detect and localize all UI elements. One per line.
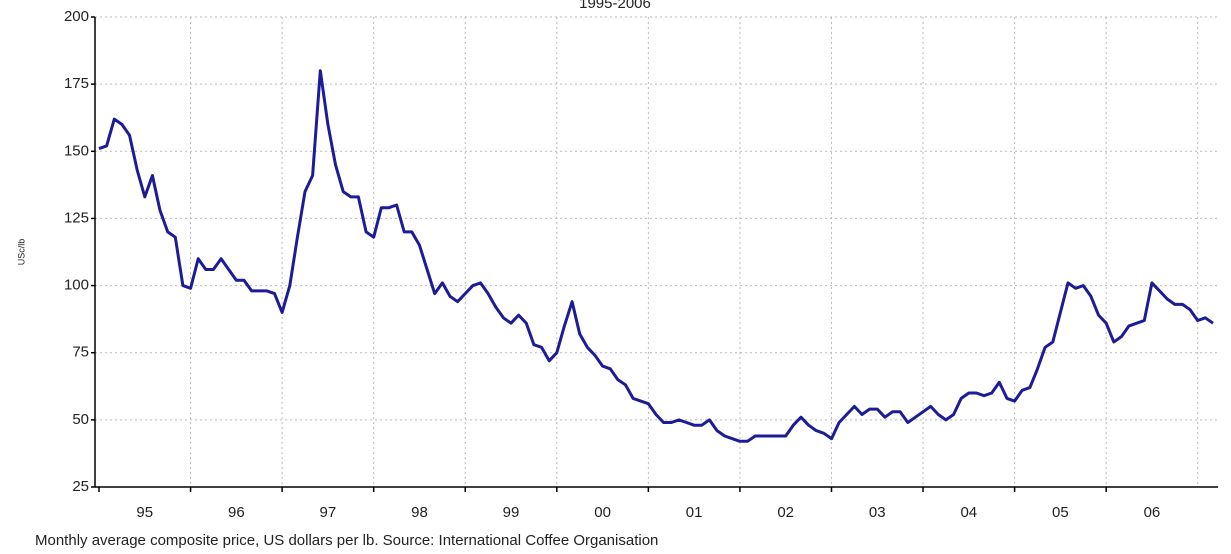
y-tick-label: 75 [72, 344, 89, 361]
x-tick-label: 95 [136, 504, 153, 521]
y-tick-label: 175 [64, 75, 89, 92]
x-tick-label: 99 [503, 504, 520, 521]
y-tick-label: 150 [64, 142, 89, 159]
x-tick-label: 02 [777, 504, 794, 521]
x-tick-label: 00 [594, 504, 611, 521]
x-tick-label: 96 [228, 504, 245, 521]
x-tick-label: 98 [411, 504, 428, 521]
y-tick-label: 125 [64, 209, 89, 226]
y-tick-label: 50 [72, 411, 89, 428]
y-tick-label: 200 [64, 8, 89, 25]
y-tick-label: 100 [64, 277, 89, 294]
x-tick-label: 03 [869, 504, 886, 521]
chart-title: 1995-2006 [579, 0, 651, 12]
x-tick-label: 05 [1052, 504, 1069, 521]
y-tick-label: 25 [72, 478, 89, 495]
x-tick-label: 04 [960, 504, 977, 521]
price-line [98, 69, 1214, 443]
x-tick-label: 06 [1144, 504, 1161, 521]
x-tick-label: 97 [320, 504, 337, 521]
x-tick-label: 01 [686, 504, 703, 521]
footnote: Monthly average composite price, US doll… [35, 532, 658, 549]
y-axis-label: USc/lb [16, 239, 26, 266]
